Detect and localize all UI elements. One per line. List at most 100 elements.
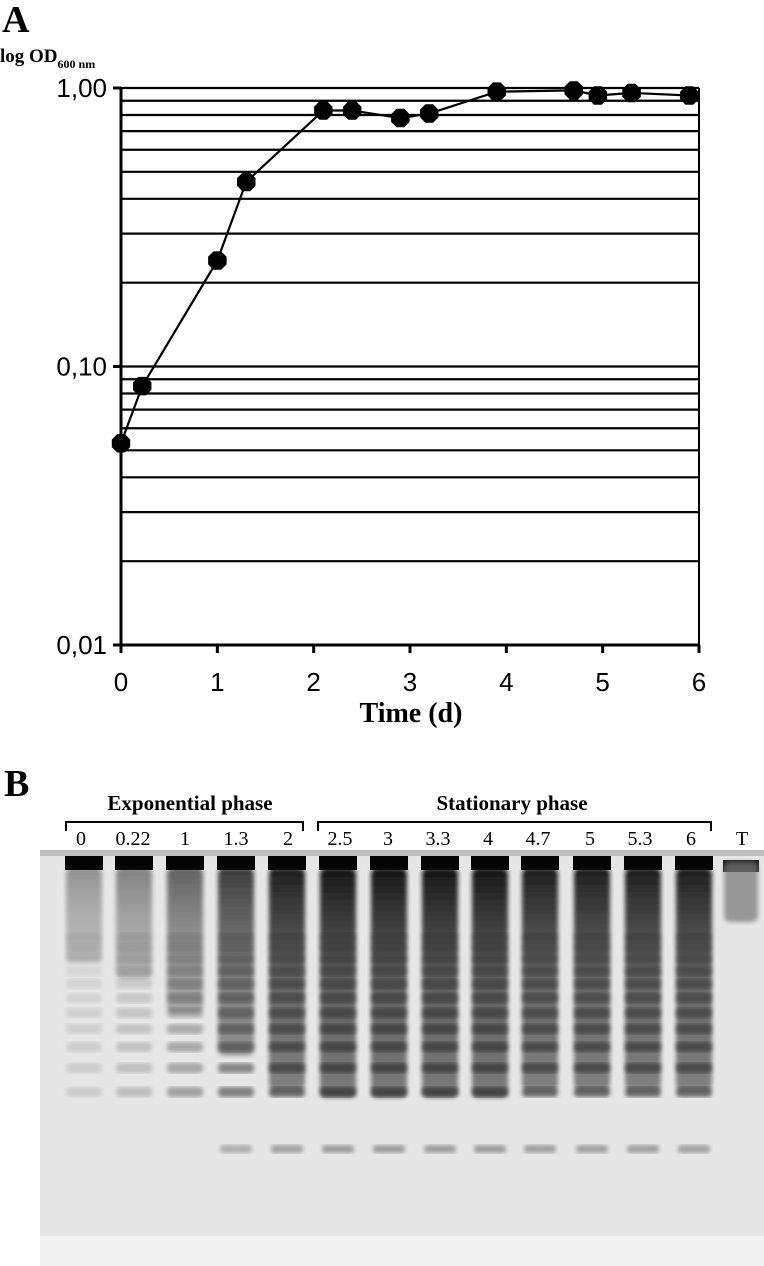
gel-band — [625, 1008, 661, 1018]
gel-band — [522, 993, 558, 1003]
gel-band — [522, 1063, 558, 1073]
data-point — [487, 82, 506, 101]
gel-lane — [521, 856, 559, 1153]
gel-band — [574, 1087, 610, 1097]
gel-band — [167, 1063, 203, 1073]
data-point — [564, 81, 583, 100]
gel-band — [218, 979, 254, 989]
gel-image — [40, 850, 764, 1266]
gel-band — [676, 1063, 712, 1073]
gel-band — [218, 1063, 254, 1073]
gel-band — [371, 979, 407, 989]
gel-band — [371, 933, 407, 943]
gel-band — [167, 1024, 203, 1034]
lane-label: 4.7 — [526, 828, 551, 850]
gel-band — [472, 1042, 508, 1052]
series-line — [119, 89, 690, 444]
gel-well — [115, 856, 153, 870]
gel-band — [269, 993, 305, 1003]
lane-label: 2.5 — [328, 828, 353, 850]
gel-band — [66, 954, 102, 964]
gel-band — [574, 966, 610, 976]
stationary-bracket — [317, 821, 712, 831]
gel-band — [320, 1087, 356, 1097]
panel-a-letter: A — [2, 0, 30, 41]
gel-lane — [115, 856, 153, 1097]
gel-lane — [624, 856, 662, 1153]
gel-band — [116, 933, 152, 943]
gel-lane — [166, 856, 204, 1097]
gel-band — [66, 993, 102, 1003]
gel-lane — [319, 856, 357, 1153]
gel-well — [471, 856, 509, 870]
gel-smear — [574, 868, 610, 1090]
gel-band — [522, 966, 558, 976]
gel-low-band — [373, 1145, 405, 1153]
data-point — [622, 83, 641, 103]
gel-band — [625, 993, 661, 1003]
gel-band — [574, 979, 610, 989]
data-point — [237, 172, 256, 192]
gel-band — [574, 1042, 610, 1052]
lane-label: 4 — [483, 828, 493, 850]
gel-band — [218, 1042, 254, 1052]
gel-band — [422, 1042, 458, 1052]
y-axis-label-main: log OD — [0, 46, 58, 67]
gel-band — [218, 943, 254, 953]
gel-band — [574, 1063, 610, 1073]
gel-band — [422, 954, 458, 964]
gel-low-band — [627, 1145, 659, 1153]
gel-band — [422, 933, 458, 943]
gel-low-band — [576, 1145, 608, 1153]
gel-low-band — [678, 1145, 710, 1153]
lane-labels: 0 0.22 1 1.3 2 2.5 3 3.3 4 4.7 5 5.3 6 T — [76, 828, 748, 850]
gel-band — [320, 966, 356, 976]
gel-band — [320, 979, 356, 989]
gel-band — [320, 1008, 356, 1018]
gel-band — [472, 1087, 508, 1097]
x-tick-label: 3 — [403, 667, 417, 697]
gel-band — [522, 954, 558, 964]
gel-band — [422, 943, 458, 953]
gel-well — [370, 856, 408, 870]
gel-band — [371, 1024, 407, 1034]
y-axis-label: log OD600 nm — [0, 46, 95, 71]
gel-band — [320, 1024, 356, 1034]
growth-curve-plot: 1,00 0,10 0,010 1 2 3 4 5 6 — [56, 73, 706, 697]
gel-band — [676, 1042, 712, 1052]
gel-band — [320, 933, 356, 943]
gel-band — [116, 1042, 152, 1052]
y-tick-label: 0,10 — [56, 352, 107, 382]
x-tick-label: 6 — [692, 667, 706, 697]
gel-band — [116, 993, 152, 1003]
gel-band — [66, 966, 102, 976]
gel-well — [268, 856, 306, 870]
gel-band — [167, 1087, 203, 1097]
lane-label: 6 — [686, 828, 696, 850]
x-tick-label: 4 — [499, 667, 513, 697]
lane-label: 5.3 — [628, 828, 653, 850]
gel-band — [371, 966, 407, 976]
gel-band — [218, 1087, 254, 1097]
gel-band — [116, 1087, 152, 1097]
lane-label: 0 — [76, 828, 86, 850]
gel-band — [676, 1024, 712, 1034]
gel-band — [574, 954, 610, 964]
gel-band — [422, 1063, 458, 1073]
gel-band — [218, 933, 254, 943]
gel-band — [269, 966, 305, 976]
gel-band — [116, 979, 152, 989]
gel-well — [217, 856, 255, 870]
gel-band — [116, 1008, 152, 1018]
y-tick-label: 0,01 — [56, 630, 107, 660]
gel-low-band — [322, 1145, 354, 1153]
gel-band — [676, 1087, 712, 1097]
exponential-phase-label: Exponential phase — [107, 791, 272, 815]
x-tick-label: 5 — [595, 667, 609, 697]
gel-lane — [217, 856, 255, 1153]
gel-band — [472, 993, 508, 1003]
gel-band — [167, 1008, 203, 1018]
lane-label: 0.22 — [116, 828, 151, 850]
gel-band — [66, 933, 102, 943]
lane-label: 1.3 — [224, 828, 249, 850]
